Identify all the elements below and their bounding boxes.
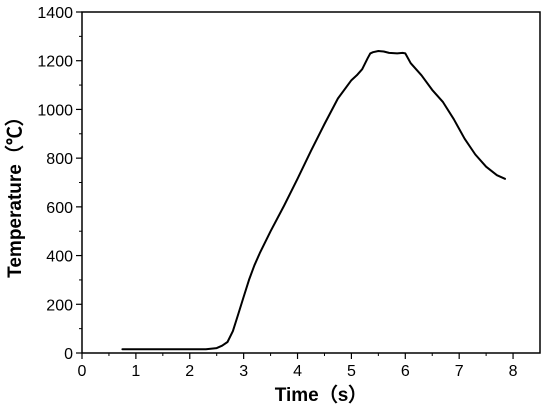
- x-tick-label: 4: [293, 363, 302, 380]
- y-tick-label: 1400: [37, 5, 73, 22]
- tick-labels-layer: 0 1 2 3 4 5 6 7 8 0 200 400 600 800 1000 1200 1400: [37, 5, 517, 380]
- x-tick-label: 0: [78, 363, 87, 380]
- y-tick-label: 200: [46, 297, 73, 314]
- x-tick-label: 8: [509, 363, 518, 380]
- y-tick-label: 600: [46, 200, 73, 217]
- series-line: [121, 50, 506, 351]
- y-tick-label: 1200: [37, 54, 73, 71]
- x-tick-label: 1: [131, 363, 140, 380]
- x-tick-label: 7: [455, 363, 464, 380]
- x-tick-label: 6: [401, 363, 410, 380]
- y-tick-label: 400: [46, 249, 73, 266]
- y-tick-label: 0: [64, 346, 73, 363]
- x-axis-title: Time（s）: [275, 383, 368, 406]
- y-tick-label: 1000: [37, 102, 73, 119]
- x-tick-label: 2: [185, 363, 194, 380]
- y-axis-title: Temperature（℃）: [3, 107, 26, 278]
- plot-frame: [81, 11, 541, 354]
- x-tick-label: 3: [239, 363, 248, 380]
- x-tick-label: 5: [347, 363, 356, 380]
- y-tick-label: 800: [46, 151, 73, 168]
